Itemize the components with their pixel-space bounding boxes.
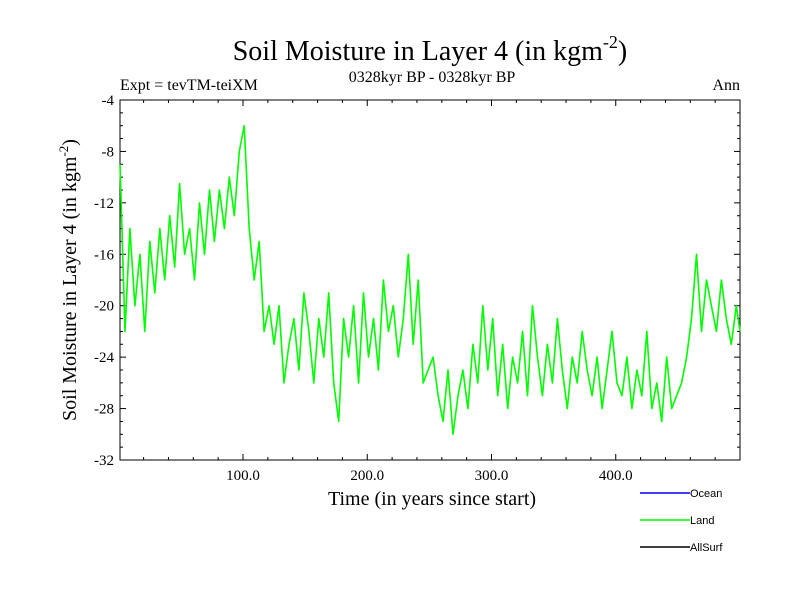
plot-frame (119, 99, 741, 461)
legend-label-allsurf: AllSurf (690, 542, 723, 554)
y-tick-label: -20 (94, 299, 114, 315)
subtitle-left: Expt = tevTM-teiXM (120, 77, 258, 94)
series-line-land (119, 124, 741, 436)
y-tick-label: -28 (94, 402, 114, 418)
subtitle-right: Ann (712, 77, 740, 94)
legend: Ocean Land AllSurf (640, 488, 723, 554)
y-axis-label-suffix: ) (59, 139, 81, 146)
y-axis-ticks: -4 -8 -12 -16 -20 -24 -28 -32 (94, 93, 740, 469)
x-tick-label: 400.0 (599, 468, 633, 484)
y-axis-label: Soil Moisture in Layer 4 (in kgm-2) (56, 139, 81, 421)
x-tick-label: 200.0 (350, 468, 384, 484)
y-tick-label: -32 (94, 453, 114, 469)
y-tick-label: -24 (94, 350, 114, 366)
legend-label-ocean: Ocean (690, 488, 722, 500)
y-tick-label: -4 (102, 93, 115, 109)
x-axis-ticks: 100.0 200.0 300.0 400.0 (143, 100, 716, 484)
chart-title: Soil Moisture in Layer 4 (in kgm-2) (233, 32, 628, 67)
x-tick-label: 300.0 (475, 468, 509, 484)
y-tick-label: -8 (102, 144, 115, 160)
subtitle-center: 0328kyr BP - 0328kyr BP (349, 69, 516, 86)
chart-title-superscript: -2 (603, 32, 618, 52)
legend-label-land: Land (690, 515, 714, 527)
y-tick-label: -16 (94, 247, 114, 263)
x-axis-label: Time (in years since start) (328, 488, 536, 510)
chart-title-suffix: ) (618, 36, 627, 67)
x-tick-label: 100.0 (226, 468, 260, 484)
y-axis-label-superscript: -2 (56, 146, 71, 157)
y-tick-label: -12 (94, 196, 114, 212)
